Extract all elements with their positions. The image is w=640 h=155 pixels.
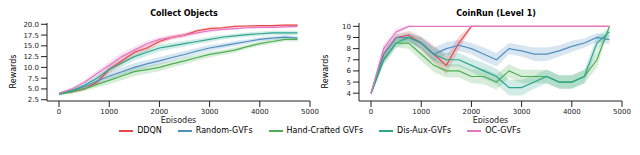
svg-text:10: 10: [342, 23, 351, 31]
svg-text:4000: 4000: [563, 108, 581, 116]
html-text:Rewards: Rewards: [321, 54, 330, 88]
svg-text:7: 7: [347, 56, 351, 64]
html-text:Dis-Aux-GVFs: Dis-Aux-GVFs: [397, 126, 452, 135]
html-text:OC-GVFs: OC-GVFs: [485, 126, 521, 135]
svg-text:1000: 1000: [412, 108, 430, 116]
svg-text:7.5: 7.5: [28, 75, 39, 83]
html-text:Random-GVFs: Random-GVFs: [195, 126, 253, 135]
svg-text:2.5: 2.5: [28, 96, 39, 104]
html-text:Rewards: Rewards: [9, 54, 18, 88]
svg-text:12.5: 12.5: [23, 53, 39, 61]
html-text:Collect Objects: Collect Objects: [150, 9, 218, 18]
svg-text:5: 5: [347, 79, 351, 87]
svg-text:5000: 5000: [301, 108, 319, 116]
svg-text:4000: 4000: [251, 108, 269, 116]
svg-text:20.0: 20.0: [23, 21, 39, 29]
html-text:DDQN: DDQN: [137, 126, 162, 135]
svg-text:10.0: 10.0: [23, 64, 39, 72]
svg-text:2000: 2000: [463, 108, 481, 116]
svg-text:Episodes: Episodes: [473, 116, 509, 123]
svg-text:3000: 3000: [201, 108, 219, 116]
svg-text:2000: 2000: [151, 108, 169, 116]
svg-text:17.5: 17.5: [23, 32, 39, 40]
html-text:CoinRun (Level 1): CoinRun (Level 1): [456, 9, 536, 18]
svg-text:8: 8: [347, 45, 351, 53]
svg-text:3000: 3000: [513, 108, 531, 116]
html-text:Hand-Crafted GVFs: Hand-Crafted GVFs: [286, 126, 364, 135]
svg-text:0: 0: [57, 108, 61, 116]
svg-text:Episodes: Episodes: [161, 116, 197, 123]
svg-text:5000: 5000: [613, 108, 631, 116]
svg-text:15.0: 15.0: [23, 42, 39, 50]
svg-text:1000: 1000: [100, 108, 118, 116]
svg-text:0: 0: [369, 108, 373, 116]
svg-text:9: 9: [347, 34, 351, 42]
svg-text:6: 6: [347, 67, 352, 75]
svg-text:4: 4: [347, 90, 352, 98]
svg-text:5.0: 5.0: [28, 85, 39, 93]
